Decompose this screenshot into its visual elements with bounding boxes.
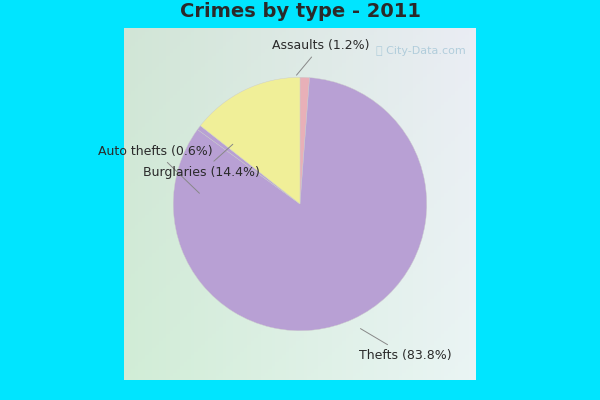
Text: Auto thefts (0.6%): Auto thefts (0.6%) [98, 145, 213, 193]
Text: Burglaries (14.4%): Burglaries (14.4%) [143, 144, 260, 179]
Text: Thefts (83.8%): Thefts (83.8%) [359, 329, 452, 362]
Text: Assaults (1.2%): Assaults (1.2%) [272, 39, 370, 75]
Wedge shape [173, 78, 427, 331]
Wedge shape [300, 77, 310, 204]
Wedge shape [200, 77, 300, 204]
Title: Crimes by type - 2011: Crimes by type - 2011 [179, 2, 421, 21]
Wedge shape [197, 126, 300, 204]
Text: ⓘ City-Data.com: ⓘ City-Data.com [376, 46, 466, 56]
